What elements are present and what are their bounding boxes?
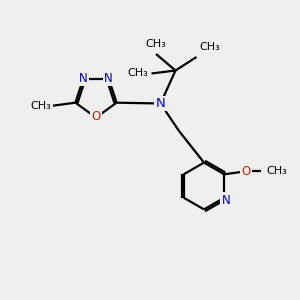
Text: N: N [79,72,88,85]
Text: CH₃: CH₃ [128,68,148,79]
Text: CH₃: CH₃ [267,166,288,176]
Text: N: N [221,194,230,207]
Text: CH₃: CH₃ [146,39,167,49]
Text: O: O [92,110,100,123]
Text: O: O [241,165,250,178]
Text: N: N [104,72,113,85]
Text: CH₃: CH₃ [31,101,52,111]
Text: N: N [156,97,165,110]
Text: CH₃: CH₃ [200,43,220,52]
